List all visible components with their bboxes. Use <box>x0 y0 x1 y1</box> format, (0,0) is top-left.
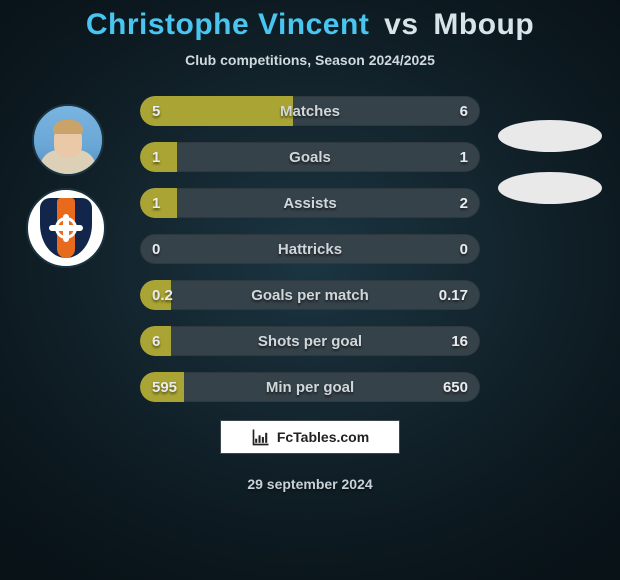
bar-row: 0 0Hattricks <box>140 234 480 264</box>
title-player1: Christophe Vincent <box>86 8 369 41</box>
bar-label: Assists <box>140 188 480 218</box>
bar-label: Shots per goal <box>140 326 480 356</box>
comparison-bars: 56Matches11Goals12Assists00Hattricks0.20… <box>140 96 480 402</box>
bar-value-left: 595 <box>140 372 189 402</box>
bar-row: 1 2Assists <box>140 188 480 218</box>
bar-row: 1 1Goals <box>140 142 480 172</box>
bar-value-left: 6 <box>140 326 172 356</box>
page-title: Christophe Vincent vs Mboup <box>0 8 620 42</box>
brand-badge: FcTables.com <box>220 420 400 454</box>
bar-row: 0.20.17Goals per match <box>140 280 480 310</box>
avatar-player1 <box>32 104 104 176</box>
brand-chart-icon <box>251 427 271 447</box>
ellipse-decor <box>498 172 602 204</box>
bar-row: 56Matches <box>140 96 480 126</box>
brand-text: FcTables.com <box>277 429 369 445</box>
bar-value-right: 0 <box>448 234 480 264</box>
bar-row: 595 650Min per goal <box>140 372 480 402</box>
ellipse-decor <box>498 120 602 152</box>
right-ellipses <box>498 120 602 224</box>
bar-label: Hattricks <box>140 234 480 264</box>
bar-value-left: 1 <box>140 142 172 172</box>
bar-value-right: 2 <box>448 188 480 218</box>
date: 29 september 2024 <box>0 476 620 492</box>
avatar-player2-crest <box>26 188 106 268</box>
bar-value-left: 5 <box>140 96 172 126</box>
title-player2: Mboup <box>433 8 534 41</box>
content: Christophe Vincent vs Mboup Club competi… <box>0 0 620 580</box>
subtitle: Club competitions, Season 2024/2025 <box>0 52 620 68</box>
bar-value-right: 0.17 <box>427 280 480 310</box>
bar-value-right: 6 <box>448 96 480 126</box>
avatars <box>8 104 118 268</box>
bar-row: 6 16Shots per goal <box>140 326 480 356</box>
bar-value-right: 650 <box>431 372 480 402</box>
bar-label: Min per goal <box>140 372 480 402</box>
bar-value-left: 0 <box>140 234 172 264</box>
bar-value-left: 0.2 <box>140 280 185 310</box>
bar-label: Goals <box>140 142 480 172</box>
title-vs: vs <box>384 8 418 41</box>
bar-value-right: 1 <box>448 142 480 172</box>
bar-value-right: 16 <box>439 326 480 356</box>
bar-value-left: 1 <box>140 188 172 218</box>
